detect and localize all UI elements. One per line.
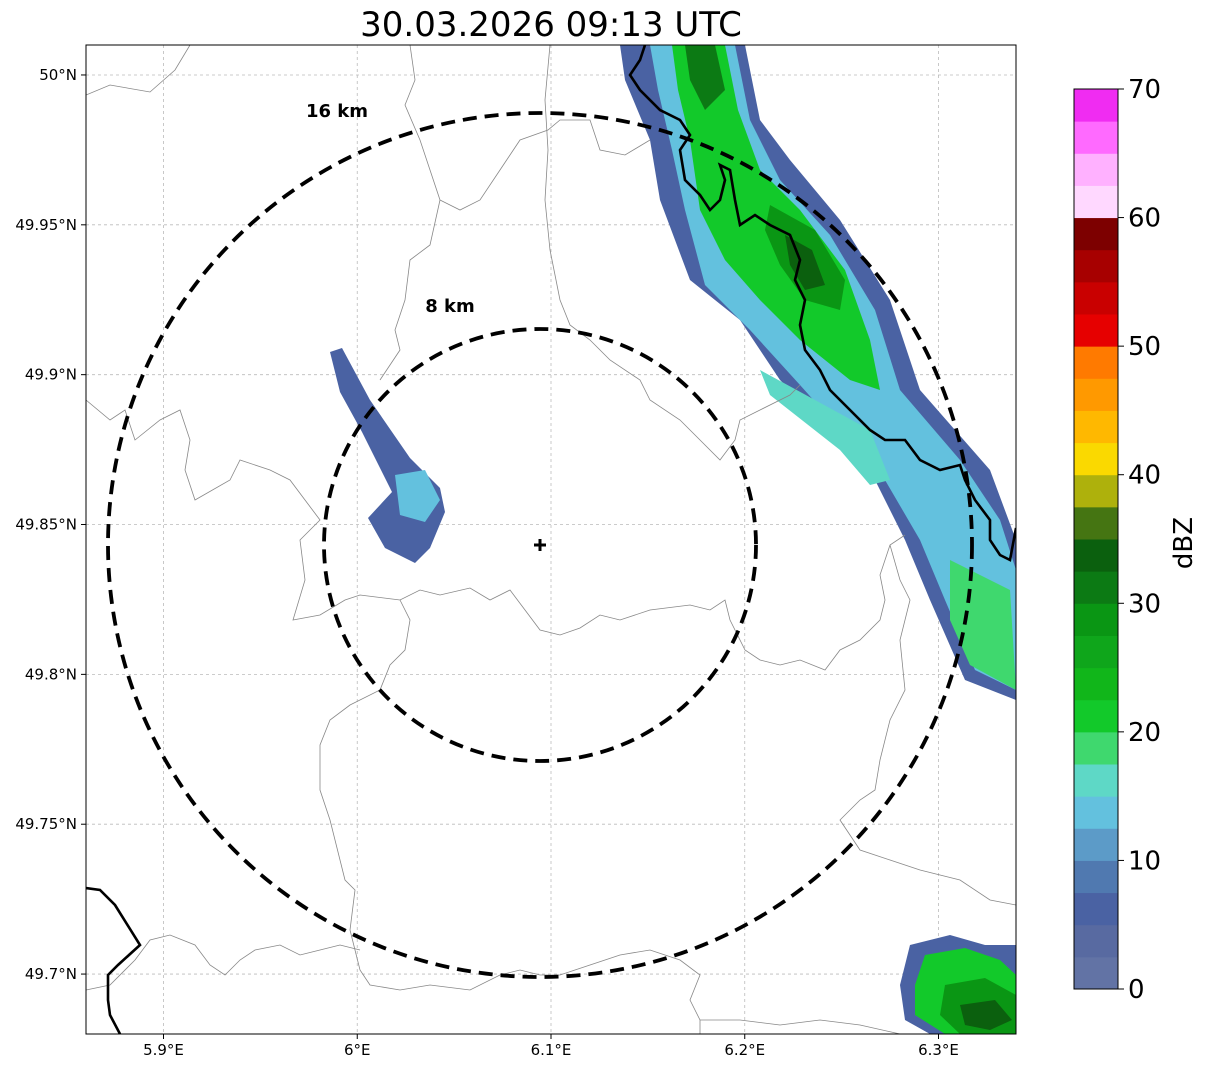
municipal-boundary [544, 45, 801, 461]
colorbar-tick-label: 20 [1128, 718, 1161, 748]
lon-tick-label: 6.1°E [531, 1041, 572, 1059]
colorbar-label: dBZ [1169, 517, 1199, 569]
colorbar-swatch [1074, 539, 1118, 572]
colorbar-swatch [1074, 956, 1118, 990]
echo-band-north-core [685, 45, 725, 110]
colorbar-tick-label: 30 [1128, 589, 1161, 619]
lat-tick-label: 49.95°N [15, 216, 77, 234]
colorbar-tick-label: 50 [1128, 332, 1161, 362]
colorbar-swatch [1074, 667, 1118, 701]
colorbar-swatch [1074, 635, 1118, 669]
echo-tile-strip [760, 370, 890, 485]
colorbar-swatch [1074, 571, 1118, 604]
range-ring-16km [106, 111, 974, 979]
colorbar-swatch [1074, 924, 1118, 958]
map-title: 30.03.2026 09:13 UTC [360, 5, 742, 45]
colorbar-swatch [1074, 603, 1118, 636]
boundaries [86, 45, 1016, 1034]
municipal-boundary [86, 399, 906, 671]
national-border [86, 886, 142, 1034]
colorbar-swatch [1074, 892, 1118, 926]
lon-tick-label: 6°E [344, 1041, 371, 1059]
range-rings: 8 km 16 km [106, 101, 974, 979]
colorbar-frame [1073, 88, 1119, 990]
colorbar-swatch [1074, 281, 1118, 315]
colorbar-tick-label: 70 [1128, 75, 1161, 105]
lon-tick-label: 6.3°E [918, 1041, 959, 1059]
lat-tick-label: 50°N [39, 66, 77, 84]
lat-tick-label: 49.8°N [25, 665, 77, 683]
lat-tick-label: 49.7°N [25, 965, 77, 983]
national-border [628, 45, 1016, 562]
colorbar-tick-label: 60 [1128, 204, 1161, 234]
colorbar-swatch [1074, 442, 1118, 476]
colorbar-swatch [1074, 731, 1118, 765]
echo-southeast-dark [960, 1000, 1012, 1030]
colorbar-swatch [1074, 474, 1118, 508]
colorbar-tick-label: 10 [1128, 846, 1161, 876]
municipal-boundary [839, 544, 1016, 906]
colorbar-swatch [1074, 796, 1118, 829]
municipal-boundary [319, 599, 701, 1034]
municipal-boundary [379, 199, 441, 381]
lon-tick-label: 5.9°E [143, 1041, 184, 1059]
colorbar-swatch [1074, 699, 1118, 733]
lon-axis-ticks: 5.9°E 6°E 6.1°E 6.2°E 6.3°E [143, 1034, 959, 1059]
colorbar-swatch [1074, 185, 1118, 219]
colorbar-tick-label: 0 [1128, 975, 1145, 1005]
echo-south-green [950, 560, 1016, 690]
municipal-boundary [439, 119, 651, 211]
colorbar-swatch [1074, 410, 1118, 444]
lat-tick-label: 49.85°N [15, 516, 77, 534]
colorbar-swatch [1074, 860, 1118, 894]
range-ring-label-16km: 16 km [306, 101, 368, 122]
colorbar-tick-label: 40 [1128, 461, 1161, 491]
colorbar-swatch [1074, 346, 1118, 379]
echo-west-core [395, 470, 440, 522]
echo-layer [330, 45, 1016, 1034]
colorbar-swatch [1074, 249, 1118, 283]
municipal-boundary [86, 934, 361, 991]
colorbar-swatch [1074, 153, 1118, 186]
lat-tick-label: 49.75°N [15, 815, 77, 833]
municipal-boundary [404, 45, 441, 201]
lat-axis-ticks: 50°N 49.95°N 49.9°N 49.85°N 49.8°N 49.75°N 49.… [15, 66, 86, 983]
municipal-boundary [700, 1019, 901, 1034]
colorbar-swatch [1074, 314, 1118, 347]
colorbar-swatch [1074, 89, 1118, 122]
lat-tick-label: 49.9°N [25, 366, 77, 384]
municipal-boundary [86, 45, 191, 96]
colorbar-swatch [1074, 506, 1118, 540]
range-ring-8km [322, 327, 758, 763]
colorbar-swatch [1074, 217, 1118, 251]
radar-site-marker [534, 539, 546, 551]
colorbar-swatch [1074, 828, 1118, 861]
colorbar-swatch [1074, 378, 1118, 411]
colorbar-swatch [1074, 764, 1118, 797]
colorbar-swatch [1074, 121, 1118, 154]
lon-tick-label: 6.2°E [724, 1041, 765, 1059]
range-ring-label-8km: 8 km [425, 296, 475, 317]
